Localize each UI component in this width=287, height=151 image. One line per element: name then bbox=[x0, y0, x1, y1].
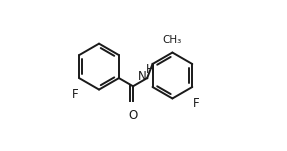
Text: N: N bbox=[138, 70, 146, 83]
Text: F: F bbox=[72, 88, 79, 101]
Text: O: O bbox=[128, 109, 138, 122]
Text: F: F bbox=[193, 97, 199, 110]
Text: H: H bbox=[146, 63, 154, 76]
Text: CH₃: CH₃ bbox=[163, 35, 182, 45]
